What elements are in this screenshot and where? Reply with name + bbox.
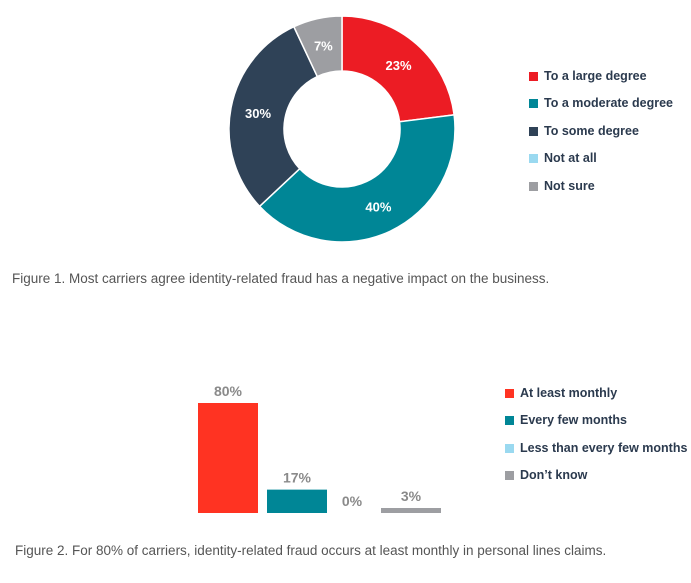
- legend-label: To a moderate degree: [544, 96, 673, 110]
- legend-swatch: [505, 470, 514, 480]
- legend-label: Don’t know: [520, 468, 588, 482]
- donut-legend-item: Not at all: [529, 151, 597, 165]
- bar-legend-item: At least monthly: [505, 386, 617, 400]
- legend-label: Not at all: [544, 151, 597, 165]
- bar-1: [267, 489, 327, 513]
- legend-label: Every few months: [520, 413, 627, 427]
- bar-label-0: 80%: [214, 383, 243, 399]
- legend-swatch: [529, 126, 538, 136]
- legend-swatch: [529, 153, 538, 163]
- figure-2-caption: Figure 2. For 80% of carriers, identity-…: [15, 543, 607, 558]
- donut-legend-item: To a large degree: [529, 69, 647, 83]
- legend-label: At least monthly: [520, 386, 618, 400]
- donut-label-1: 40%: [365, 199, 391, 214]
- legend-swatch: [529, 181, 538, 191]
- bar-label-3: 3%: [401, 488, 422, 504]
- donut-legend-item: To a moderate degree: [529, 96, 673, 110]
- bar-legend-item: Don’t know: [505, 468, 587, 482]
- legend-label: To a large degree: [544, 69, 647, 83]
- donut-legend-item: Not sure: [529, 179, 595, 193]
- bar-label-2: 0%: [342, 493, 363, 509]
- legend-swatch: [505, 443, 514, 453]
- legend-label: Not sure: [544, 179, 595, 193]
- donut-slice-1: [258, 113, 456, 243]
- bar-legend-item: Every few months: [505, 413, 627, 427]
- legend-swatch: [505, 388, 514, 398]
- donut-slice-2: [228, 25, 319, 208]
- legend-swatch: [505, 415, 514, 425]
- legend-swatch: [529, 71, 538, 81]
- donut-legend-item: To some degree: [529, 124, 639, 138]
- bar-0: [198, 403, 258, 513]
- figure-1-caption: Figure 1. Most carriers agree identity-r…: [12, 271, 550, 286]
- bar-3: [381, 508, 441, 513]
- donut-slice-0: [341, 15, 455, 123]
- donut-label-4: 7%: [314, 39, 333, 54]
- bar-label-1: 17%: [283, 470, 312, 486]
- legend-swatch: [529, 98, 538, 108]
- bar-legend-item: Less than every few months: [505, 441, 687, 455]
- legend-label: To some degree: [544, 124, 639, 138]
- donut-label-2: 30%: [245, 106, 271, 121]
- legend-label: Less than every few months: [520, 441, 688, 455]
- donut-slice-4: [292, 15, 343, 78]
- donut-label-0: 23%: [386, 58, 412, 73]
